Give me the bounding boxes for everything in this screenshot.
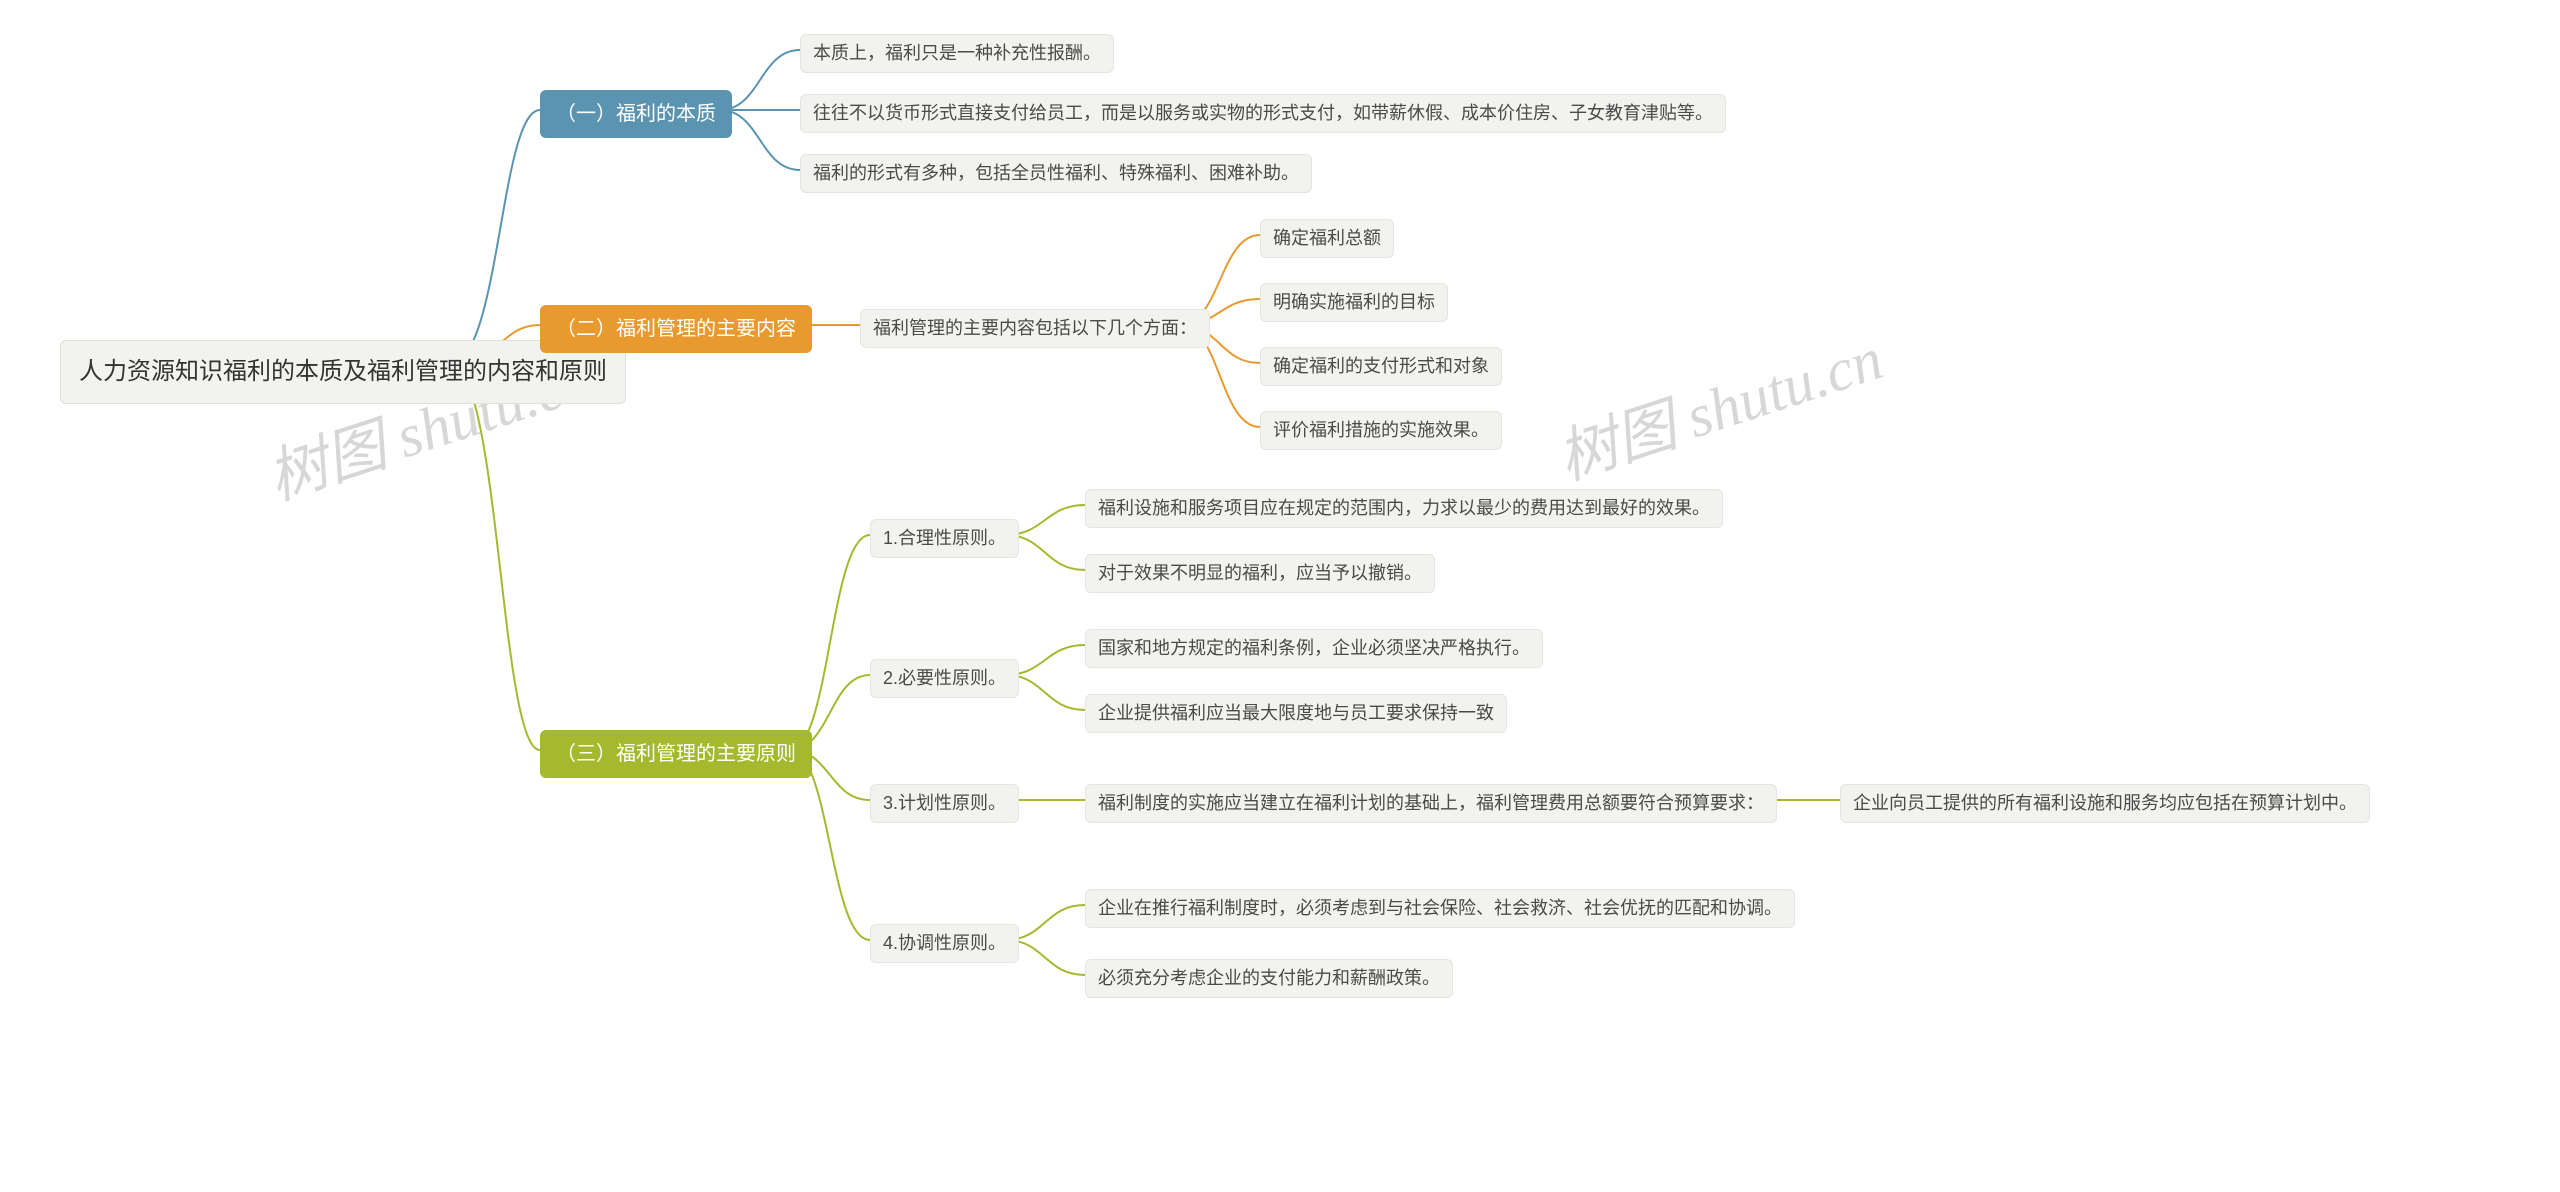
watermark: 树图 shutu.cn xyxy=(1545,310,1892,497)
leaf-1-2[interactable]: 往往不以货币形式直接支付给员工，而是以服务或实物的形式支付，如带薪休假、成本价住… xyxy=(800,94,1726,133)
leaf-2-1-1[interactable]: 确定福利总额 xyxy=(1260,219,1394,258)
branch-3[interactable]: （三）福利管理的主要原则 xyxy=(540,730,812,778)
leaf-2-1-3[interactable]: 确定福利的支付形式和对象 xyxy=(1260,347,1502,386)
leaf-2-1-4[interactable]: 评价福利措施的实施效果。 xyxy=(1260,411,1502,450)
mindmap-canvas: 树图 shutu.cn 树图 shutu.cn 人力资源知识福利的本质及福利管理… xyxy=(0,0,2560,1192)
leaf-3-3-1-1[interactable]: 企业向员工提供的所有福利设施和服务均应包括在预算计划中。 xyxy=(1840,784,2370,823)
leaf-1-3[interactable]: 福利的形式有多种，包括全员性福利、特殊福利、困难补助。 xyxy=(800,154,1312,193)
leaf-3-2-2[interactable]: 企业提供福利应当最大限度地与员工要求保持一致 xyxy=(1085,694,1507,733)
leaf-3-1[interactable]: 1.合理性原则。 xyxy=(870,519,1019,558)
branch-2[interactable]: （二）福利管理的主要内容 xyxy=(540,305,812,353)
leaf-2-1-2[interactable]: 明确实施福利的目标 xyxy=(1260,283,1448,322)
leaf-3-4-1[interactable]: 企业在推行福利制度时，必须考虑到与社会保险、社会救济、社会优抚的匹配和协调。 xyxy=(1085,889,1795,928)
leaf-3-4[interactable]: 4.协调性原则。 xyxy=(870,924,1019,963)
leaf-1-1[interactable]: 本质上，福利只是一种补充性报酬。 xyxy=(800,34,1114,73)
leaf-3-3-1[interactable]: 福利制度的实施应当建立在福利计划的基础上，福利管理费用总额要符合预算要求： xyxy=(1085,784,1777,823)
leaf-3-2[interactable]: 2.必要性原则。 xyxy=(870,659,1019,698)
leaf-3-3[interactable]: 3.计划性原则。 xyxy=(870,784,1019,823)
leaf-3-1-1[interactable]: 福利设施和服务项目应在规定的范围内，力求以最少的费用达到最好的效果。 xyxy=(1085,489,1723,528)
leaf-3-2-1[interactable]: 国家和地方规定的福利条例，企业必须坚决严格执行。 xyxy=(1085,629,1543,668)
leaf-3-4-2[interactable]: 必须充分考虑企业的支付能力和薪酬政策。 xyxy=(1085,959,1453,998)
branch-1[interactable]: （一）福利的本质 xyxy=(540,90,732,138)
leaf-2-1[interactable]: 福利管理的主要内容包括以下几个方面： xyxy=(860,309,1210,348)
leaf-3-1-2[interactable]: 对于效果不明显的福利，应当予以撤销。 xyxy=(1085,554,1435,593)
